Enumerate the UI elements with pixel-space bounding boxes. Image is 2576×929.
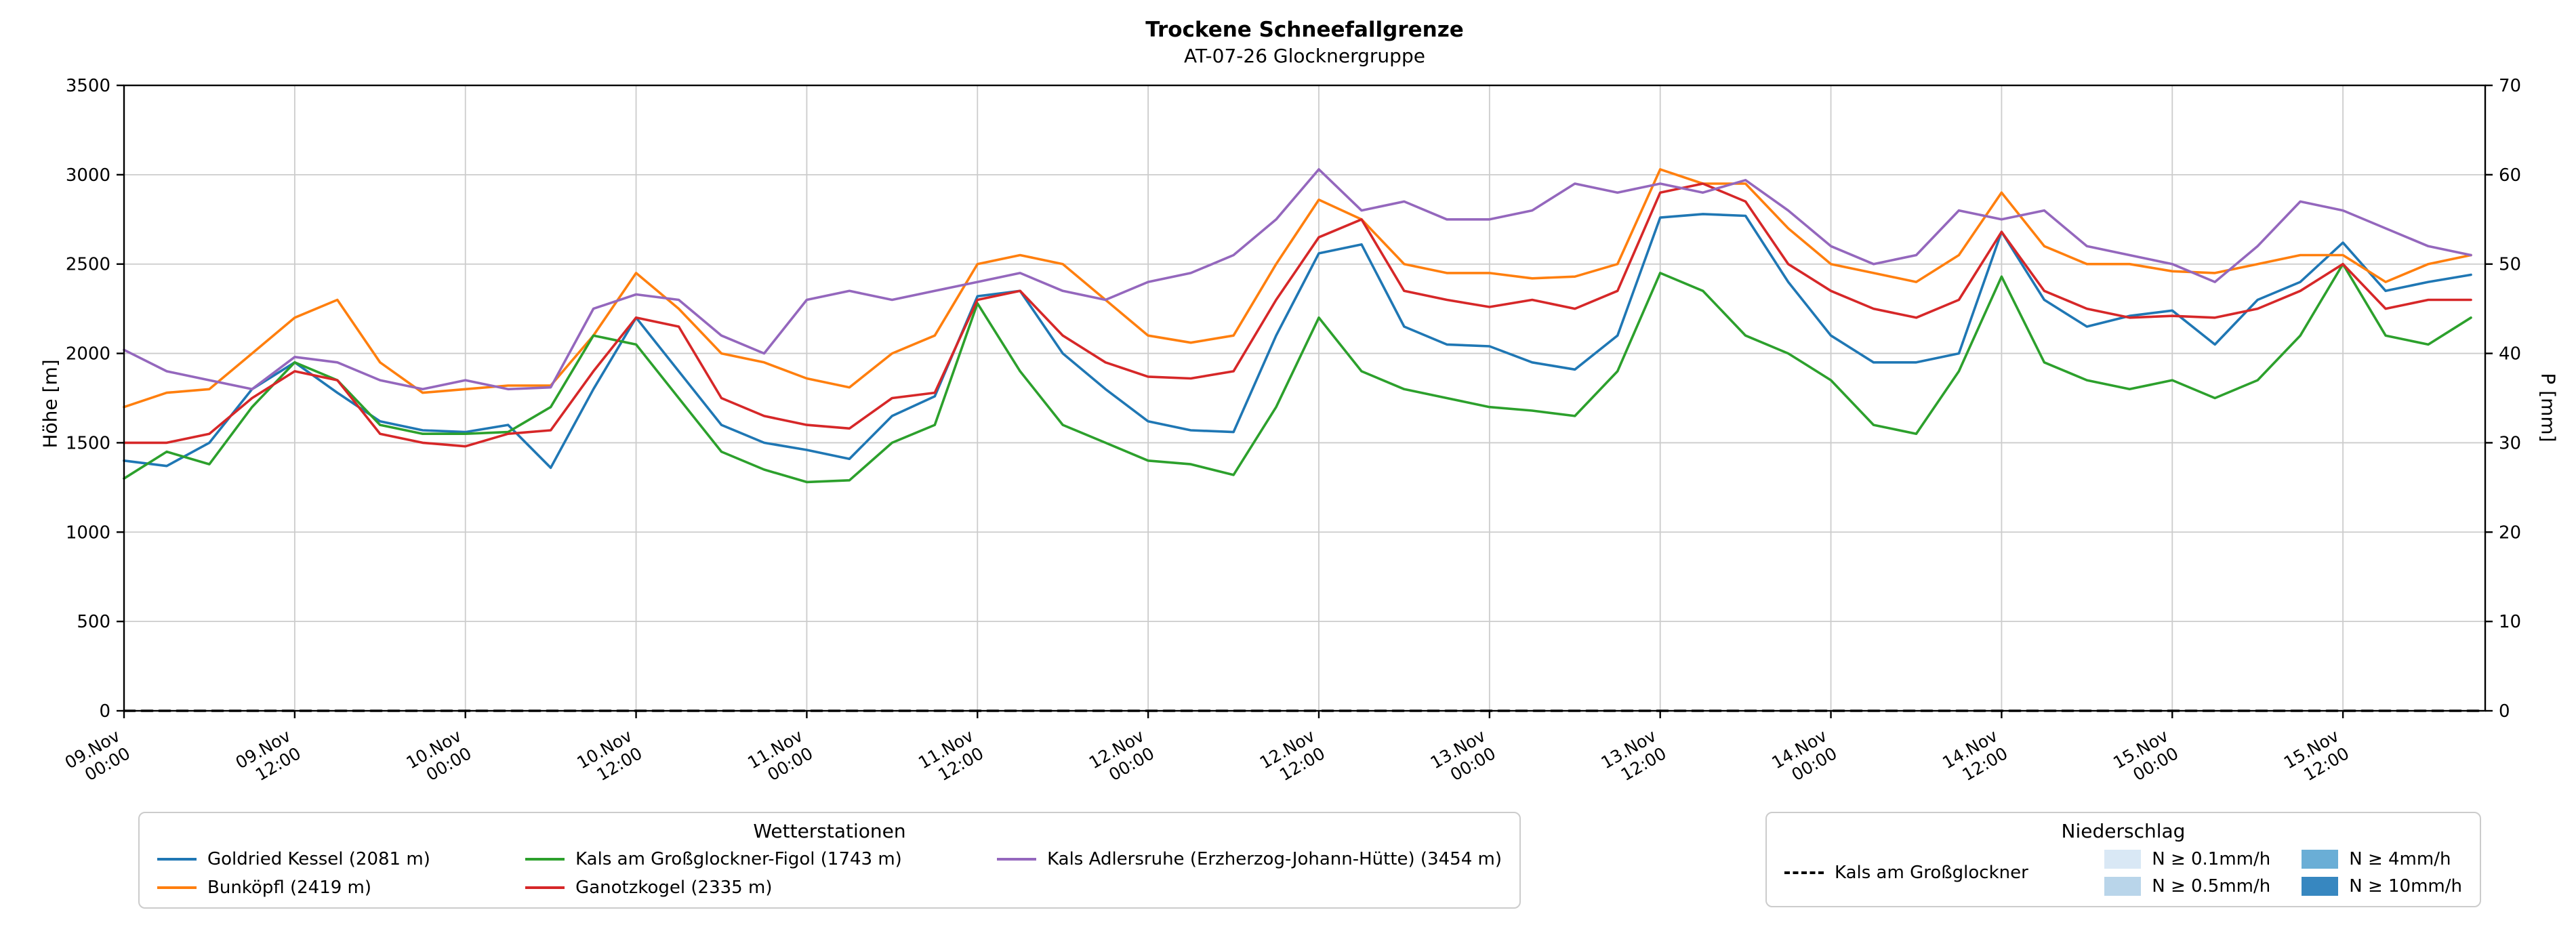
line-swatch-red [525,886,565,889]
legend-niederschlag: Niederschlag Kals am Großglockner N ≥ 0.… [1765,812,2481,907]
svg-text:3500: 3500 [66,76,110,96]
legend-wetterstationen-title: Wetterstationen [753,820,906,842]
legend-item-precip-0_1: N ≥ 0.1mm/h [2104,849,2270,869]
line-chart: 0 500 1000 1500 2000 2500 3000 3500 0 10 20 30 40 50 6… [62,76,2521,790]
legend-label: Bunköpfl (2419 m) [207,878,372,898]
svg-text:14.Nov12:00: 14.Nov12:00 [1939,726,2011,790]
svg-text:30: 30 [2499,433,2521,453]
legend-item-precip-4: N ≥ 4mm/h [2302,849,2462,869]
svg-text:70: 70 [2499,76,2521,96]
svg-text:0: 0 [2499,701,2510,722]
line-swatch-purple [997,858,1037,861]
precip-swatch-4mm [2302,850,2339,869]
legend-item-precip-10: N ≥ 10mm/h [2302,876,2462,896]
svg-text:40: 40 [2499,344,2521,365]
line-swatch-blue [157,858,197,861]
precip-swatch-grid: N ≥ 0.1mm/h N ≥ 0.5mm/h N ≥ 4mm/h N ≥ 10… [2104,849,2462,896]
svg-text:10: 10 [2499,612,2521,632]
svg-text:09.Nov00:00: 09.Nov00:00 [62,726,134,790]
svg-text:15.Nov12:00: 15.Nov12:00 [2281,726,2352,790]
svg-text:12.Nov00:00: 12.Nov00:00 [1086,726,1158,790]
svg-text:1000: 1000 [66,522,110,543]
svg-text:60: 60 [2499,165,2521,186]
svg-text:09.Nov12:00: 09.Nov12:00 [232,726,304,790]
svg-text:2000: 2000 [66,344,110,365]
legend-wetterstationen-items: Goldried Kessel (2081 m) Bunköpfl (2419 … [157,849,1502,898]
legend-item-ganotzkogel: Ganotzkogel (2335 m) [525,878,902,898]
svg-text:10.Nov00:00: 10.Nov00:00 [403,726,475,790]
line-swatch-orange [157,886,197,889]
svg-text:2500: 2500 [66,255,110,275]
legend-item-kals-grossglockner: Kals am Großglockner [1784,863,2028,883]
svg-text:10.Nov12:00: 10.Nov12:00 [573,726,645,790]
legend-item-precip-0_5: N ≥ 0.5mm/h [2104,876,2270,896]
svg-text:3000: 3000 [66,165,110,186]
legend-item-kals-adlersruhe: Kals Adlersruhe (Erzherzog-Johann-Hütte)… [997,849,1502,869]
dashed-line-swatch [1784,871,1824,874]
legend-label: Ganotzkogel (2335 m) [575,878,773,898]
legend-label: Kals Adlersruhe (Erzherzog-Johann-Hütte)… [1047,849,1502,869]
legend-niederschlag-title: Niederschlag [2061,820,2186,842]
legend-label: N ≥ 0.1mm/h [2152,849,2271,869]
legend-label: N ≥ 0.5mm/h [2152,876,2271,896]
svg-text:13.Nov00:00: 13.Nov00:00 [1427,726,1499,790]
y-axis-label-right: P [mm] [2537,373,2560,442]
legend-label: Kals am Großglockner [1835,863,2028,883]
legend-item-goldried-kessel: Goldried Kessel (2081 m) [157,849,430,869]
svg-text:0: 0 [99,701,110,722]
line-swatch-green [525,858,565,861]
svg-text:20: 20 [2499,522,2521,543]
legend-wetterstationen: Wetterstationen Goldried Kessel (2081 m)… [138,812,1521,909]
legend-niederschlag-items: Kals am Großglockner N ≥ 0.1mm/h N ≥ 0.5… [1784,849,2462,896]
y-axis-label-left: Höhe [m] [39,359,62,449]
precip-swatch-10mm [2302,877,2339,896]
legend-label: Kals am Großglockner-Figol (1743 m) [575,849,902,869]
legend-item-kals-figol: Kals am Großglockner-Figol (1743 m) [525,849,902,869]
svg-text:11.Nov12:00: 11.Nov12:00 [915,726,987,790]
chart-subtitle: AT-07-26 Glocknergruppe [1184,45,1425,67]
svg-text:500: 500 [77,612,110,632]
legend-label: N ≥ 10mm/h [2349,876,2462,896]
legend-label: Goldried Kessel (2081 m) [207,849,430,869]
svg-text:1500: 1500 [66,433,110,453]
legend-item-bunkoepfl: Bunköpfl (2419 m) [157,878,430,898]
svg-text:12.Nov12:00: 12.Nov12:00 [1256,726,1328,790]
chart-title: Trockene Schneefallgrenze [1145,18,1464,42]
svg-text:11.Nov00:00: 11.Nov00:00 [744,726,816,790]
precip-swatch-0.1mm [2104,850,2142,869]
svg-text:13.Nov12:00: 13.Nov12:00 [1598,726,1670,790]
precip-swatch-0.5mm [2104,877,2142,896]
svg-text:15.Nov00:00: 15.Nov00:00 [2110,726,2182,790]
svg-text:50: 50 [2499,255,2521,275]
legend-label: N ≥ 4mm/h [2349,849,2451,869]
svg-text:14.Nov00:00: 14.Nov00:00 [1768,726,1840,790]
